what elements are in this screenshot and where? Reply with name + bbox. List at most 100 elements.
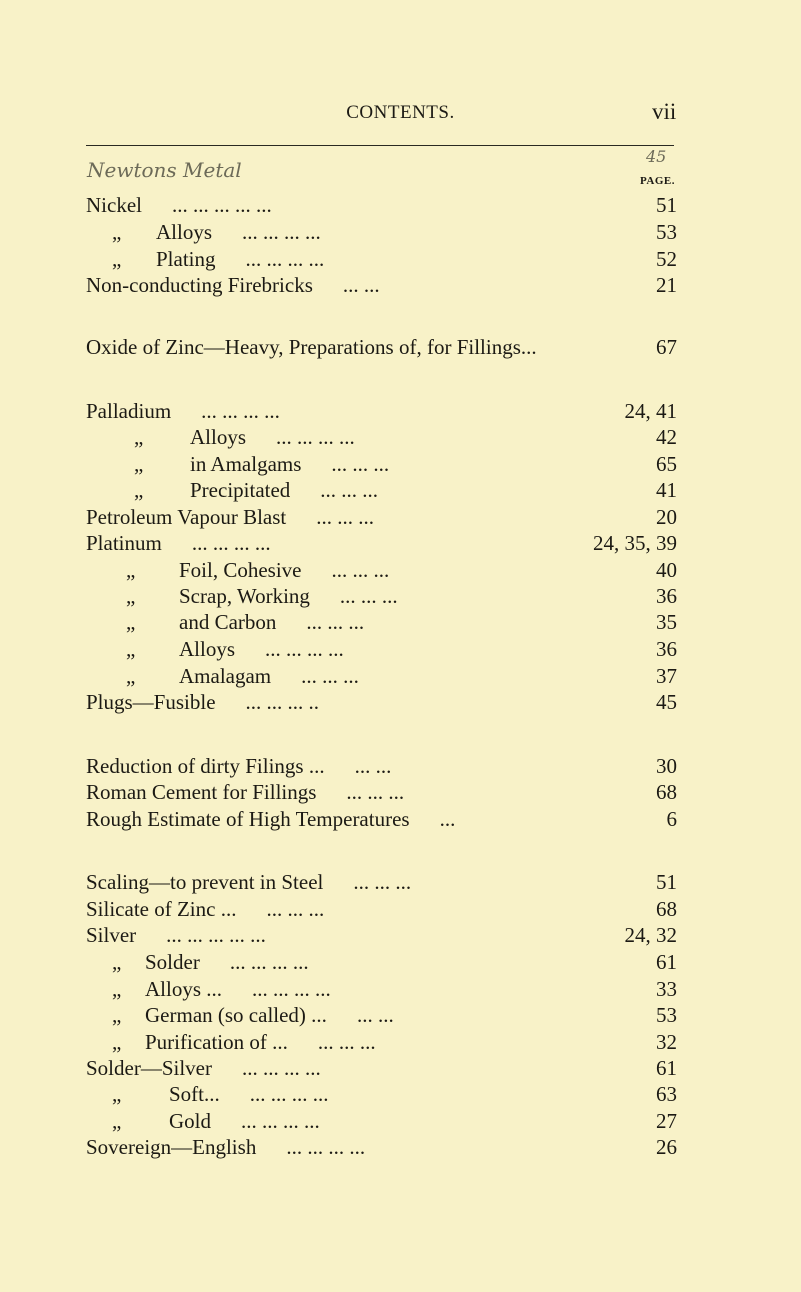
entry-page: 37 [656,664,677,688]
entry-label: Solder—Silver ... ... ... ... [86,1055,321,1081]
entry-label: Precipitated ... ... ... [190,477,378,503]
contents-entry: „ Amalagam ... ... ... 37 [86,663,677,689]
entry-label: Roman Cement for Fillings ... ... ... [86,779,404,805]
ditto-mark: „ [112,950,122,974]
contents-entry: „ Alloys ... ... ... ... 42 [86,424,677,450]
entry-title: Petroleum Vapour Blast [86,505,287,529]
entry-leader: ... ... ... .. [245,690,320,714]
entry-page: 36 [656,637,677,661]
entry-title: Rough Estimate of High Temperatures [86,807,410,831]
contents-entry: „ Purification of ... ... ... ... 32 [86,1029,677,1055]
entry-page: 32 [656,1030,677,1054]
entry-leader: ... ... ... ... [245,247,325,271]
contents-entry: „ Soft... ... ... ... ... 63 [86,1081,677,1107]
entry-leader: ... [439,807,456,831]
contents-entry: „Silver... ... ... ... ...24, 32 [86,922,677,948]
header-rule [86,145,674,146]
entry-label: Alloys ... ... ... ... [190,424,355,450]
entry-page: 53 [656,1003,677,1027]
entry-page: 52 [656,247,677,271]
entry-page: 68 [656,897,677,921]
entry-label: Platinum ... ... ... ... [86,530,271,556]
ditto-mark: „ [134,452,144,476]
entry-title: Gold [169,1109,211,1133]
entry-label: Plugs—Fusible ... ... ... .. [86,689,319,715]
entry-leader: ... ... ... [331,452,390,476]
entry-leader: ... ... ... ... [249,1082,329,1106]
ditto-mark: „ [126,584,136,608]
entry-title: Plating [156,247,216,271]
entry-label: Scrap, Working ... ... ... [179,583,398,609]
entry-title: Foil, Cohesive [179,558,302,582]
entry-title: Alloys [156,220,213,244]
entry-label: Amalagam ... ... ... [179,663,359,689]
entry-page: 65 [656,452,677,476]
entry-label: Petroleum Vapour Blast ... ... ... [86,504,374,530]
entry-leader: ... ... ... [320,478,379,502]
entry-page: 51 [656,193,677,217]
entry-label: Foil, Cohesive ... ... ... [179,557,389,583]
entry-leader: ... ... ... ... [252,977,331,1001]
contents-entry: „ Precipitated ... ... ... 41 [86,477,677,503]
entry-label: Oxide of Zinc—Heavy, Preparations of, fo… [86,334,567,360]
entry-leader: ... ... ... [331,558,390,582]
entry-leader: ... ... [342,273,380,297]
entry-title: Soft... [169,1082,220,1106]
entry-leader: ... ... [354,754,392,778]
contents-entry: „Petroleum Vapour Blast... ... ...20 [86,504,677,530]
contents-entry: „ and Carbon ... ... ... 35 [86,609,677,635]
contents-entry: „ Alloys ... ... ... ... ... 33 [86,976,677,1002]
entry-leader: ... ... ... [266,897,325,921]
entry-label: Silver ... ... ... ... ... [86,922,266,948]
entry-title: Solder [145,950,200,974]
entry-label: Alloys ... ... ... ... [179,636,344,662]
entry-leader: ... ... ... ... [191,531,271,555]
contents-entry: „Scaling—to prevent in Steel... ... ...5… [86,869,677,895]
entry-label: Soft... ... ... ... ... [169,1081,329,1107]
entry-title: Palladium [86,399,172,423]
contents-entry: „ in Amalgams ... ... ... 65 [86,451,677,477]
contents-entry: „ Scrap, Working ... ... ... 36 [86,583,677,609]
entry-label: and Carbon ... ... ... [179,609,364,635]
entry-leader: ... ... ... ... [201,399,280,423]
entry-title: Roman Cement for Fillings [86,780,317,804]
entry-title: Nickel [86,193,142,217]
contents-entry: „Palladium... ... ... ...24, 41 [86,398,677,424]
entry-leader: ... ... ... ... [229,950,309,974]
contents-entry: „Solder—Silver... ... ... ...61 [86,1055,677,1081]
entry-title: Purification of ... [145,1030,288,1054]
entry-page: 53 [656,220,677,244]
entry-leader: ... ... ... [346,780,405,804]
entry-page: 20 [656,505,677,529]
entry-title: Silicate of Zinc ... [86,897,237,921]
entry-page: 33 [656,977,677,1001]
entry-title: Plugs—Fusible [86,690,216,714]
entry-title: German (so called) ... [145,1003,327,1027]
contents-entry: „ Alloys ... ... ... ... 36 [86,636,677,662]
entry-page: 41 [656,478,677,502]
entry-title: Amalagam [179,664,272,688]
entry-label: Palladium ... ... ... ... [86,398,280,424]
entry-page: 68 [656,780,677,804]
contents-entry: „Platinum... ... ... ...24, 35, 39 [86,530,677,556]
contents-entry: „Roman Cement for Fillings... ... ...68 [86,779,677,805]
entry-page: 42 [656,425,677,449]
contents-entry: „ German (so called) ... ... ... 53 [86,1002,677,1028]
entry-leader: ... ... ... ... [286,1135,366,1159]
ditto-mark: „ [112,1030,122,1054]
entry-label: Solder ... ... ... ... [145,949,309,975]
entry-title: Alloys [190,425,247,449]
entry-page: 45 [656,690,677,714]
entry-title: Platinum [86,531,162,555]
entry-page: 67 [656,335,677,359]
entry-title: Precipitated [190,478,291,502]
entry-label: Rough Estimate of High Temperatures... [86,806,455,832]
ditto-mark: „ [112,247,122,271]
handwritten-note: Newtons Metal [87,158,242,182]
entry-leader: ... ... ... ... ... [166,923,266,947]
entry-leader: ... ... ... [306,610,365,634]
contents-entry: „Non-conducting Firebricks... ...21 [86,272,677,298]
entry-title: in Amalgams [190,452,302,476]
entry-page: 24, 41 [624,399,678,423]
ditto-mark: „ [112,1003,122,1027]
